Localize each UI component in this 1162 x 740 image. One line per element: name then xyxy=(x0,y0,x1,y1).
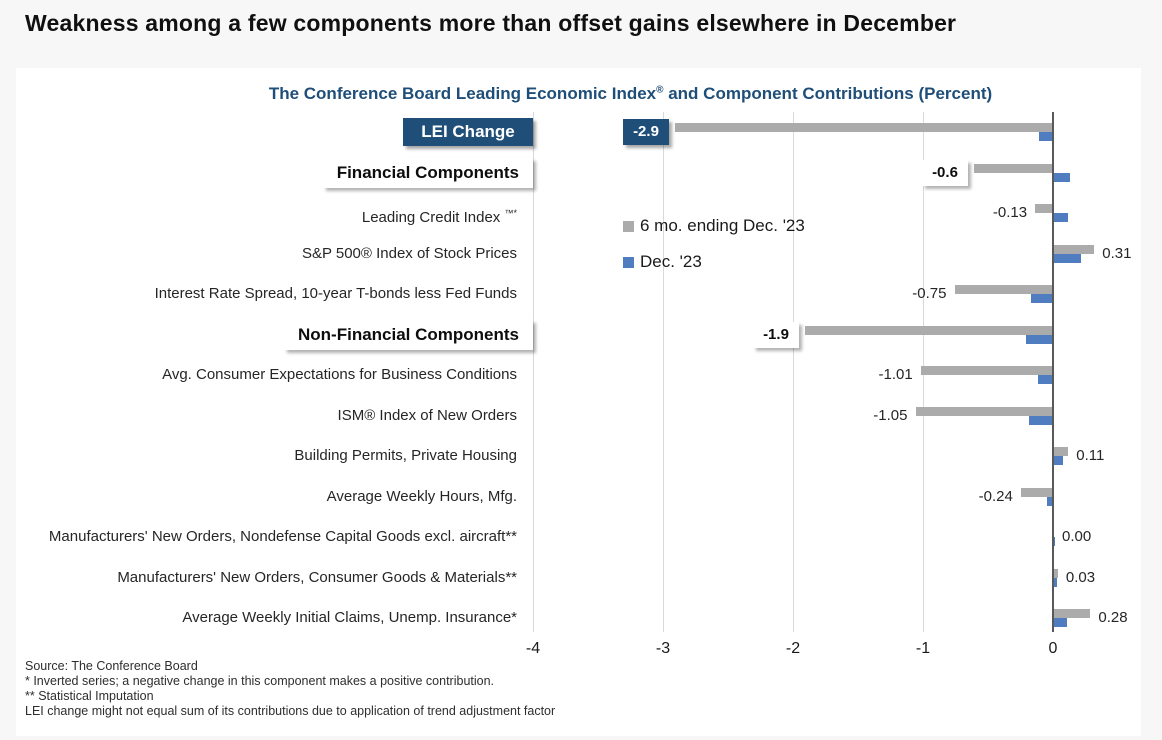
legend-swatch-6mo-icon xyxy=(623,220,634,232)
bar-dec xyxy=(1037,375,1052,384)
headline: Weakness among a few components more tha… xyxy=(25,10,957,36)
row-label: Average Weekly Hours, Mfg. xyxy=(326,487,517,505)
value-label: 0.00 xyxy=(1062,528,1092,545)
bar-6mo xyxy=(954,285,1052,294)
gridline xyxy=(533,112,534,632)
row-label: Interest Rate Spread, 10-year T-bonds le… xyxy=(154,285,517,302)
value-label: -0.75 xyxy=(912,285,947,302)
footnote-trend-adjustment: LEI change might not equal sum of its co… xyxy=(25,704,556,718)
bar-6mo xyxy=(1054,447,1069,456)
footnote-statistical-imputation: ** Statistical Imputation xyxy=(25,689,154,703)
bar-dec xyxy=(1054,172,1070,182)
bar-dec xyxy=(1054,213,1069,222)
row-label: Manufacturers' New Orders, Nondefense Ca… xyxy=(48,528,517,545)
bar-6mo xyxy=(675,123,1052,132)
row-label: Building Permits, Private Housing xyxy=(294,447,517,464)
value-label: -1.01 xyxy=(878,366,913,383)
bar-dec xyxy=(1028,415,1052,425)
chart-title: The Conference Board Leading Economic In… xyxy=(268,84,993,103)
value-label: -2.9 xyxy=(623,119,669,145)
bar-dec xyxy=(1054,537,1056,546)
x-tick-label: -1 xyxy=(915,640,931,657)
bar-dec xyxy=(1026,334,1052,344)
bar-dec xyxy=(1054,577,1057,587)
row-label: Avg. Consumer Expectations for Business … xyxy=(162,366,517,383)
bar-dec xyxy=(1054,618,1067,627)
bar-6mo xyxy=(920,366,1052,375)
bar-6mo xyxy=(1020,487,1052,497)
row-label: Non-Financial Components xyxy=(284,319,533,350)
bar-dec xyxy=(1039,132,1052,141)
gridline xyxy=(663,112,664,632)
x-tick-label: 0 xyxy=(1048,640,1058,657)
legend: 6 mo. ending Dec. '23 Dec. '23 xyxy=(623,208,805,280)
legend-swatch-dec-icon xyxy=(623,256,634,268)
footnote-source: Source: The Conference Board xyxy=(25,659,198,673)
chart-panel: The Conference Board Leading Economic In… xyxy=(16,68,1141,736)
bar-dec xyxy=(1054,456,1064,465)
row-label: LEI Change xyxy=(403,118,533,146)
legend-label-6mo: 6 mo. ending Dec. '23 xyxy=(640,216,805,235)
zero-axis-line xyxy=(1052,112,1054,632)
x-tick-label: -3 xyxy=(655,640,671,657)
bar-6mo xyxy=(974,163,1052,173)
x-tick-label: -2 xyxy=(785,640,801,657)
bar-6mo xyxy=(1054,609,1091,618)
bar-6mo xyxy=(805,325,1052,335)
value-label: 0.31 xyxy=(1102,244,1132,262)
footnote-inverted-series: * Inverted series; a negative change in … xyxy=(25,674,495,688)
value-label: 0.03 xyxy=(1065,568,1096,586)
bar-dec xyxy=(1031,294,1052,303)
row-label: Leading Credit Index ™* xyxy=(361,208,517,226)
bar-6mo xyxy=(1054,244,1095,254)
plot-area: -4 -3 -2 -1 0 LEI Change -2.9 Financial Compone… xyxy=(16,68,1141,736)
gridline xyxy=(793,112,794,632)
value-label: -0.6 xyxy=(922,159,968,186)
legend-item-dec: Dec. '23 xyxy=(623,244,805,280)
value-label: -0.13 xyxy=(992,204,1028,221)
value-label: -0.24 xyxy=(978,487,1013,505)
x-tick-label: -4 xyxy=(525,640,541,657)
value-label: 0.11 xyxy=(1076,447,1105,464)
bar-6mo xyxy=(1035,204,1052,213)
bar-dec xyxy=(1054,253,1082,263)
bar-dec xyxy=(1046,496,1052,506)
legend-item-6mo: 6 mo. ending Dec. '23 xyxy=(623,208,805,244)
value-label: 0.28 xyxy=(1098,609,1128,626)
row-label: Financial Components xyxy=(322,157,533,188)
row-label: S&P 500® Index of Stock Prices xyxy=(301,244,517,262)
row-label: Manufacturers' New Orders, Consumer Good… xyxy=(117,568,517,586)
bar-6mo xyxy=(1054,568,1058,578)
legend-label-dec: Dec. '23 xyxy=(640,252,702,271)
value-label: -1.05 xyxy=(873,406,908,424)
bar-6mo xyxy=(915,406,1052,416)
row-label: ISM® Index of New Orders xyxy=(337,406,517,424)
value-label: -1.9 xyxy=(753,321,799,348)
footnotes: Source: The Conference Board * Inverted … xyxy=(25,659,555,719)
row-label: Average Weekly Initial Claims, Unemp. In… xyxy=(182,609,517,626)
